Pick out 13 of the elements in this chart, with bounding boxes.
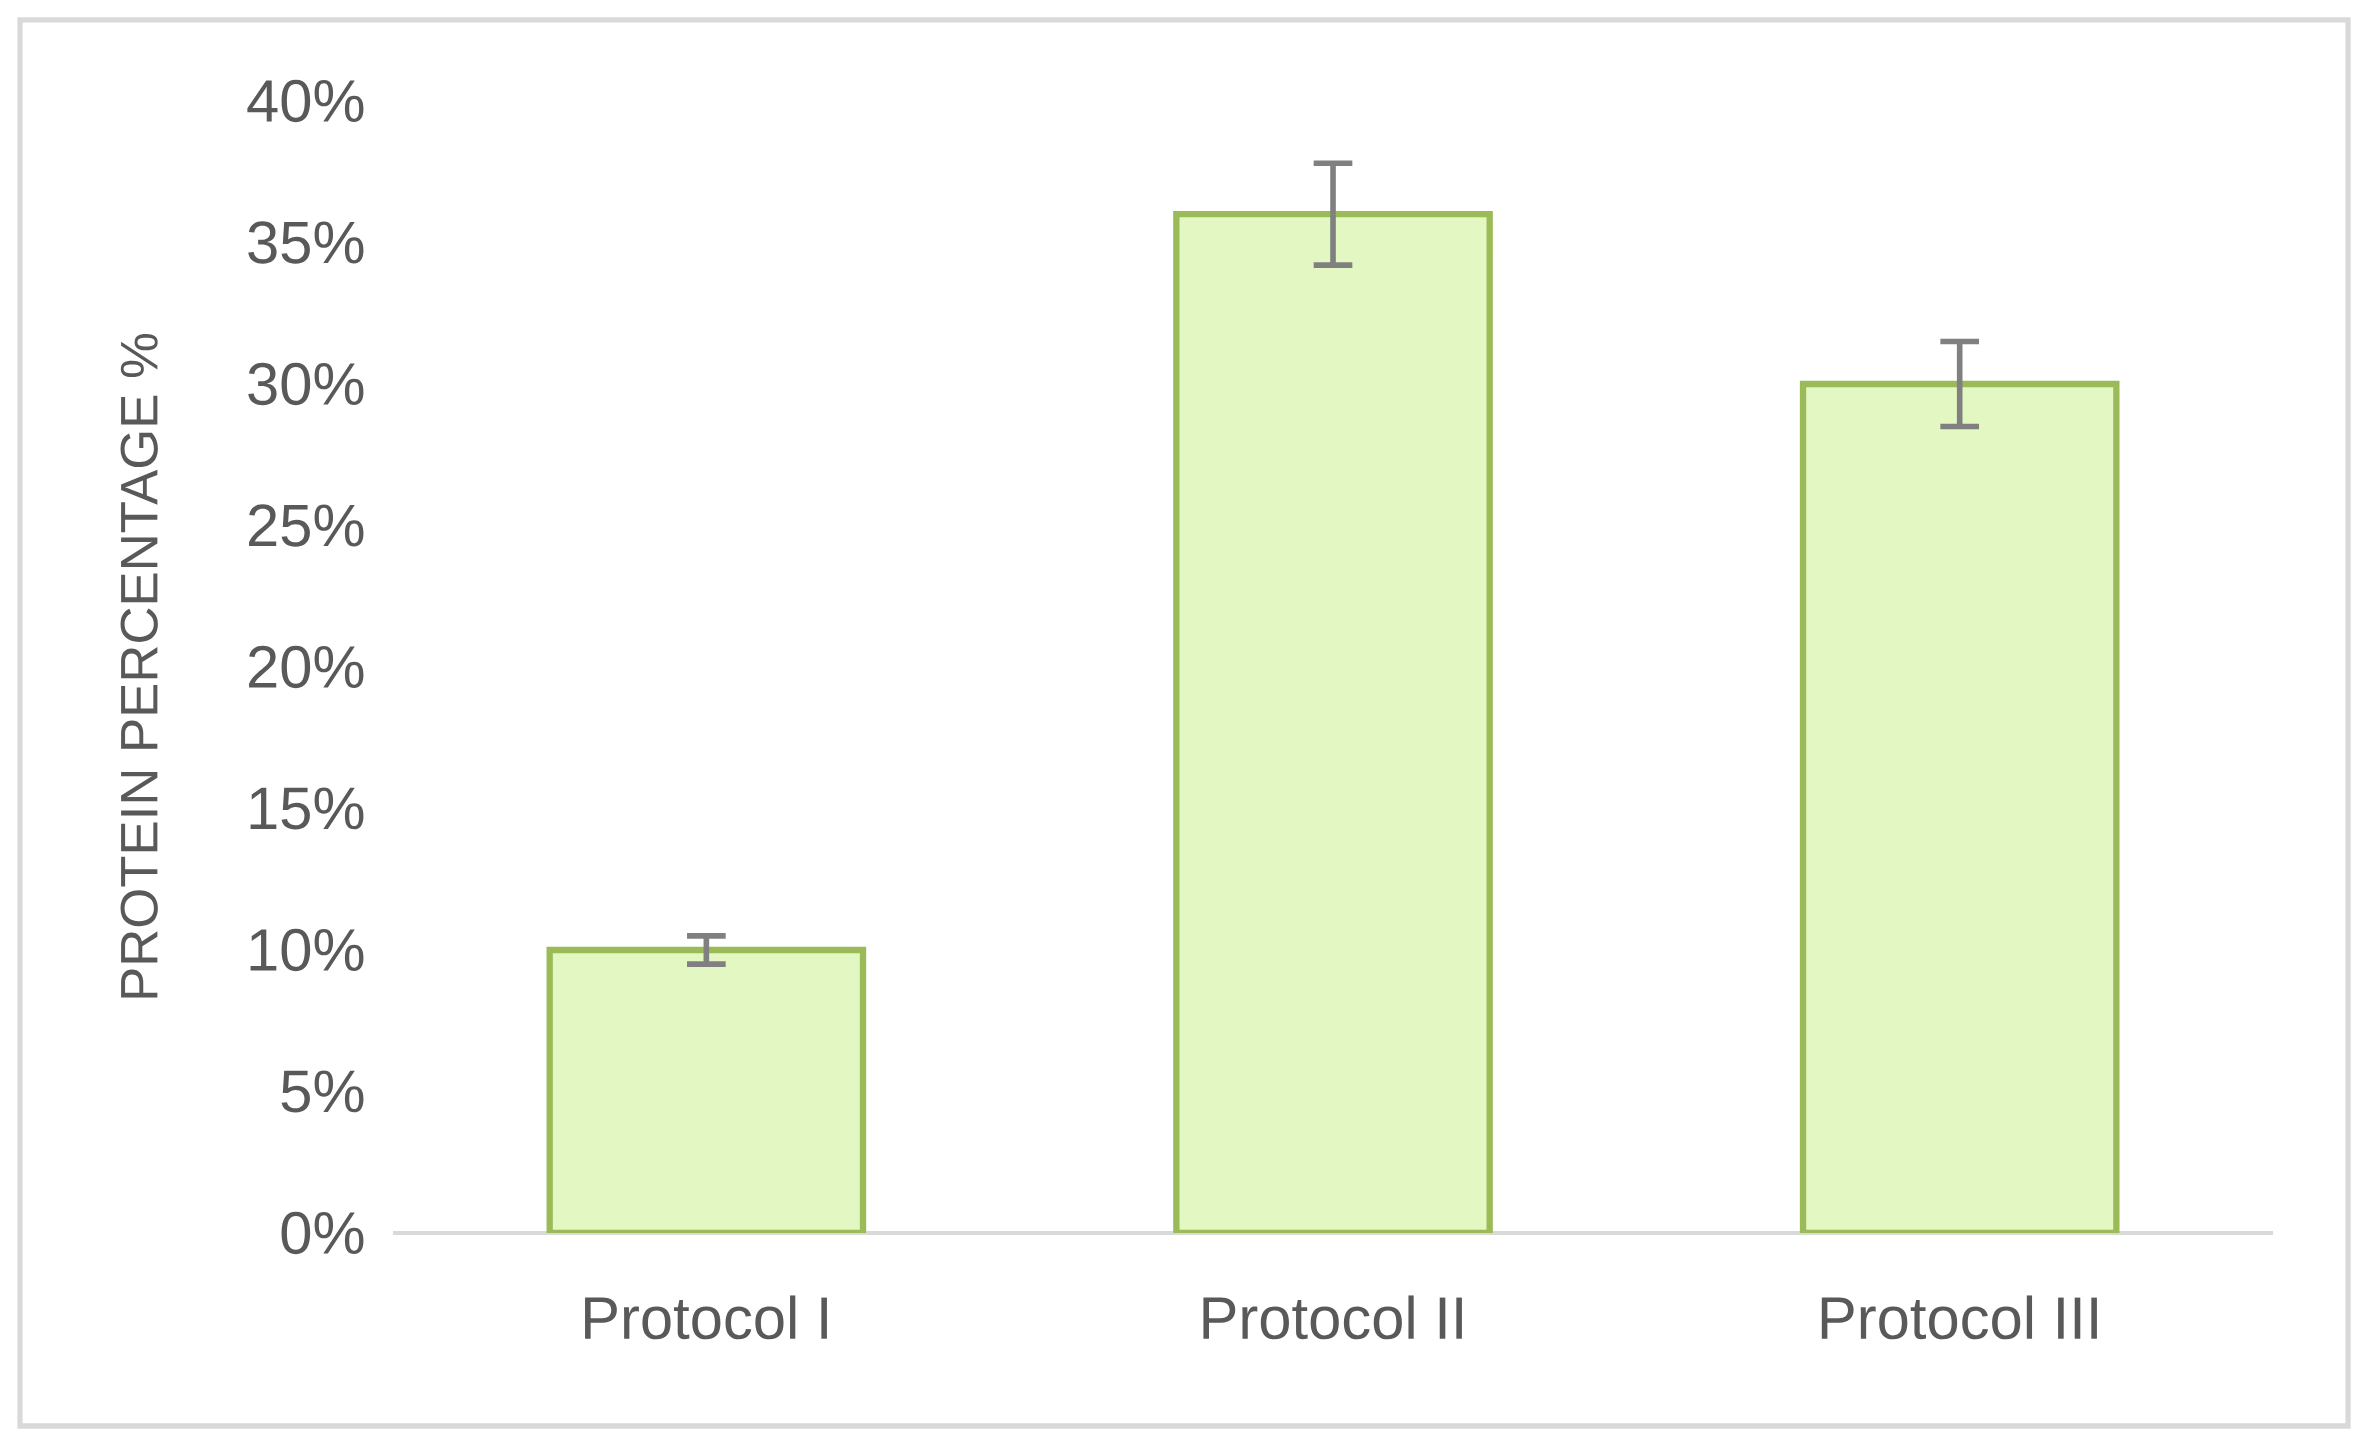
y-tick-label: 40% (247, 79, 364, 123)
y-tick-label: 25% (249, 504, 364, 547)
x-tick-label: Protocol I (585, 1295, 827, 1340)
y-tick-label: 10% (250, 928, 364, 972)
y-axis-title: PROTEIN PERCENTAGE % (120, 334, 158, 998)
y-tick-label: 30% (248, 362, 364, 406)
y-tick-label: 20% (249, 645, 364, 689)
x-tick-label: Protocol II (1203, 1295, 1462, 1340)
y-tick-label: 0% (281, 1211, 364, 1255)
y-tick-label: 35% (248, 221, 364, 264)
x-tick-label: Protocol III (1821, 1295, 2097, 1340)
y-tick-label: 5% (281, 1070, 364, 1113)
y-tick-label: 15% (250, 787, 364, 830)
